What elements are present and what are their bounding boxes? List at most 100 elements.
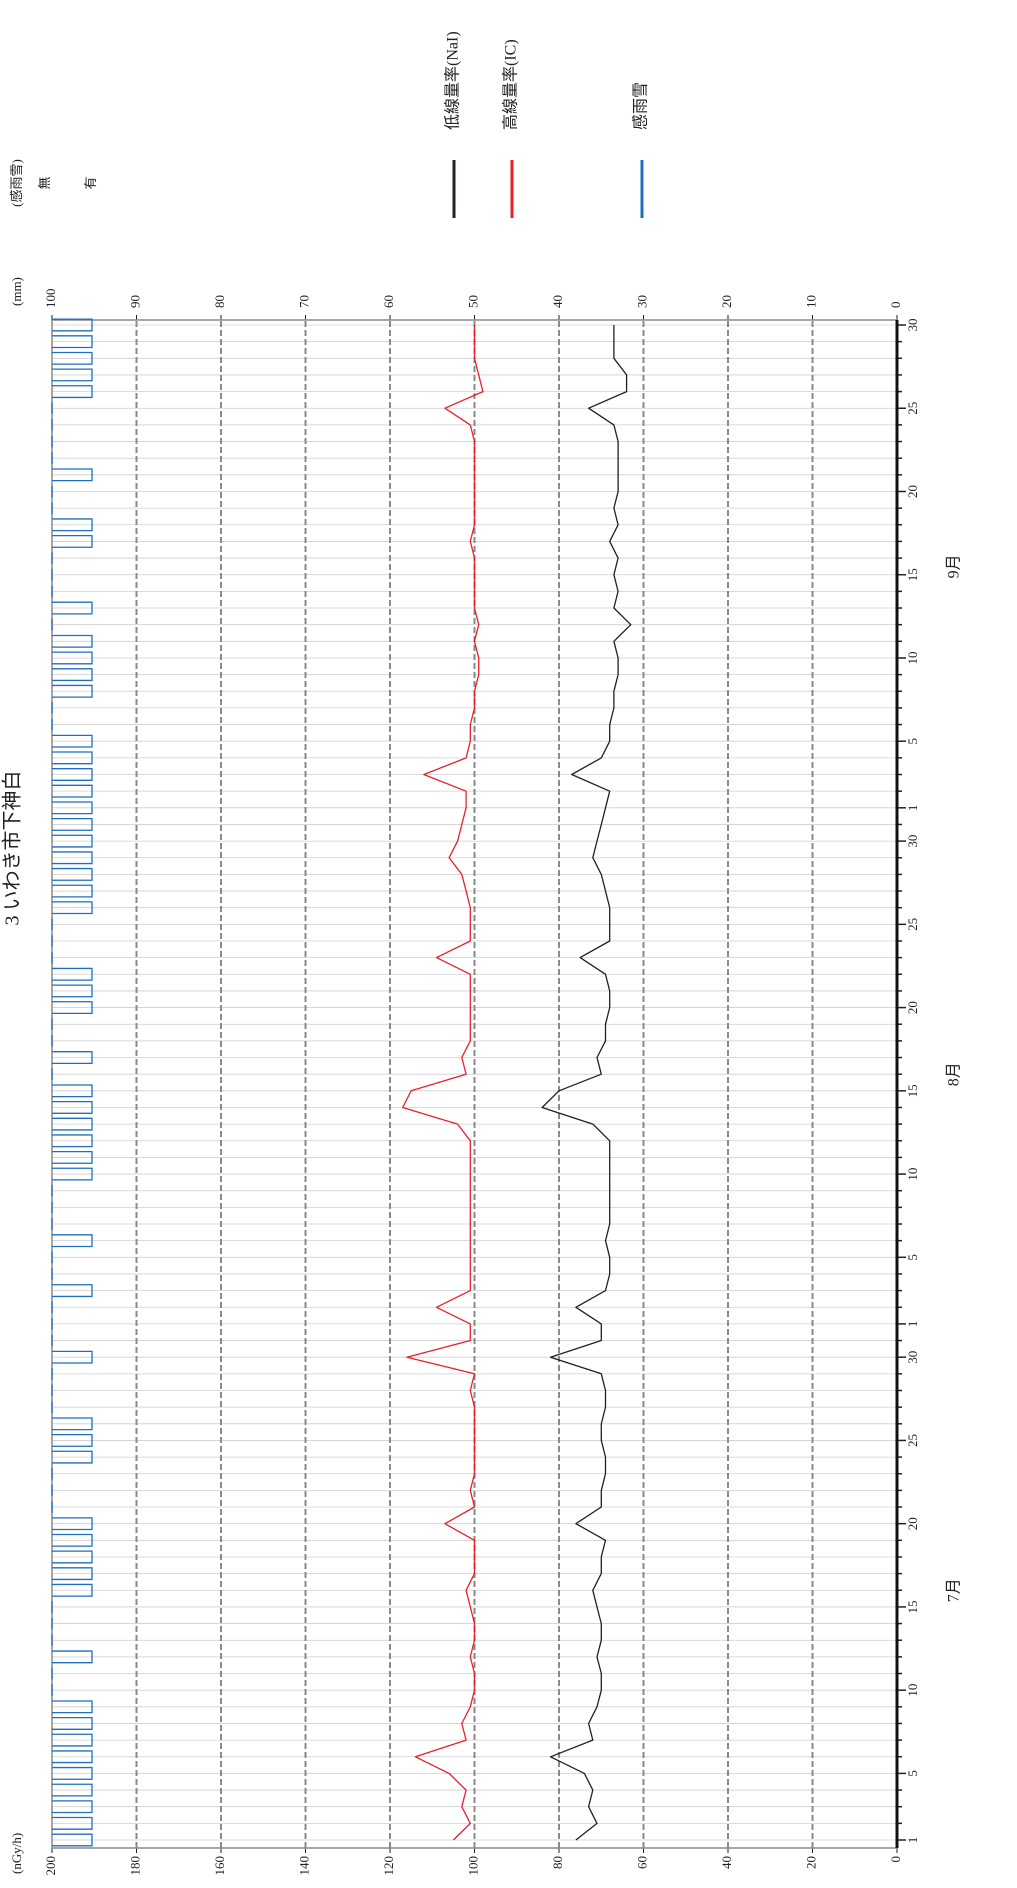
rain-pulse <box>52 385 93 399</box>
y-tick-label: 0 <box>888 1856 903 1863</box>
x-tick-label: 5 <box>905 738 920 745</box>
rain-pulse <box>52 1350 93 1364</box>
rain-pulse <box>52 1750 93 1764</box>
y2-tick-label: 60 <box>381 295 396 308</box>
rain-pulse <box>52 784 93 798</box>
rain-pulse <box>52 768 93 781</box>
rain-pulse <box>52 1167 93 1181</box>
y2-tick-label: 10 <box>803 295 818 308</box>
x-tick-label: 15 <box>905 1600 920 1613</box>
rain-pulse <box>52 684 93 698</box>
rain-pulse <box>52 984 93 998</box>
rain-pulse <box>52 1433 93 1447</box>
x-tick-label: 25 <box>905 1434 920 1447</box>
rain-pulse <box>52 1816 93 1830</box>
x-tick-label: 1 <box>905 1837 920 1844</box>
rain-axis-label: (感雨雪) <box>9 159 24 207</box>
x-tick-label: 5 <box>905 1254 920 1261</box>
legend-label: 低線量率(NaI) <box>444 31 462 130</box>
x-tick-label: 5 <box>905 1770 920 1777</box>
y2-tick-label: 0 <box>888 302 903 309</box>
legend-label: 高線量率(IC) <box>502 39 520 130</box>
x-tick-label: 20 <box>905 485 920 498</box>
rain-pulse <box>52 318 93 332</box>
rain-pulse <box>52 1284 93 1298</box>
y-tick-label: 180 <box>127 1856 142 1876</box>
x-tick-label: 15 <box>905 1084 920 1097</box>
rain-pulse <box>52 1733 93 1747</box>
rain-pulse <box>52 1051 93 1065</box>
y2-axis-label: (mm) <box>9 277 24 306</box>
rain-pulse <box>52 1700 93 1714</box>
y2-tick-label: 100 <box>43 289 58 309</box>
rain-pulse <box>52 1084 93 1098</box>
rain-pulse <box>52 1001 93 1015</box>
y-tick-label: 40 <box>719 1856 734 1869</box>
y2-tick-label: 70 <box>296 295 311 308</box>
y-tick-label: 20 <box>803 1856 818 1869</box>
y-axis-label: (nGy/h) <box>9 1833 24 1874</box>
rain-level-label: 有 <box>83 176 98 189</box>
rain-pulse <box>52 1533 93 1547</box>
rain-pulse <box>52 1800 93 1814</box>
x-tick-label: 1 <box>905 805 920 812</box>
y2-tick-label: 80 <box>212 295 227 308</box>
rain-pulse <box>52 1234 93 1248</box>
y2-tick-label: 90 <box>127 295 142 308</box>
x-tick-label: 30 <box>905 319 920 332</box>
x-tick-label: 1 <box>905 1321 920 1328</box>
rain-pulse <box>52 1134 93 1148</box>
rain-pulse <box>52 1517 93 1531</box>
x-tick-label: 10 <box>905 1168 920 1181</box>
rain-pulse <box>52 967 93 981</box>
rain-pulse <box>52 601 93 615</box>
rain-pulse <box>52 1650 93 1664</box>
rain-pulse <box>52 884 93 898</box>
y2-tick-label: 50 <box>465 295 480 308</box>
month-label: 9月 <box>946 554 963 578</box>
rain-pulse <box>52 1550 93 1564</box>
rotated-chart: 3 いわき市下神白 (nGy/h) (mm) (感雨雪) 15101520253… <box>1 31 963 1875</box>
rain-pulse <box>52 817 93 831</box>
x-tick-label: 30 <box>905 835 920 848</box>
rain-pulse <box>52 634 93 648</box>
rain-pulse <box>52 1117 93 1131</box>
y2-tick-label: 20 <box>719 295 734 308</box>
rain-pulse <box>52 1766 93 1780</box>
x-tick-label: 30 <box>905 1351 920 1364</box>
rain-pulse <box>52 651 93 665</box>
rain-pulse <box>52 867 93 881</box>
y-tick-label: 60 <box>634 1856 649 1869</box>
series-line <box>541 325 632 1841</box>
x-tick-label: 20 <box>905 1001 920 1014</box>
x-tick-label: 20 <box>905 1517 920 1530</box>
rain-pulse <box>52 1100 93 1114</box>
x-tick-label: 15 <box>905 568 920 581</box>
month-label: 7月 <box>946 1578 963 1602</box>
rain-pulse <box>52 335 93 349</box>
rain-pulse <box>52 368 93 382</box>
rain-pulse <box>52 1783 93 1797</box>
y-tick-label: 120 <box>381 1856 396 1876</box>
y2-tick-label: 40 <box>550 295 565 308</box>
rain-pulse <box>52 851 93 865</box>
rain-pulse <box>52 1150 93 1164</box>
rain-pulse <box>52 834 93 848</box>
rain-pulse <box>52 1583 93 1597</box>
rain-pulse <box>52 534 93 548</box>
chart-title: 3 いわき市下神白 <box>1 771 24 926</box>
x-tick-label: 10 <box>905 1684 920 1697</box>
y-tick-label: 160 <box>212 1856 227 1876</box>
y2-tick-label: 30 <box>634 295 649 308</box>
rain-pulse <box>52 1567 93 1581</box>
rain-pulse <box>52 734 93 748</box>
rain-pulse <box>52 468 93 482</box>
rain-pulse <box>52 1450 93 1464</box>
y-tick-label: 100 <box>465 1856 480 1876</box>
x-tick-label: 10 <box>905 651 920 664</box>
legend-label: 感雨雪 <box>632 82 650 130</box>
y-tick-label: 140 <box>296 1856 311 1876</box>
rain-level-label: 無 <box>37 176 52 189</box>
month-label: 8月 <box>946 1062 963 1086</box>
